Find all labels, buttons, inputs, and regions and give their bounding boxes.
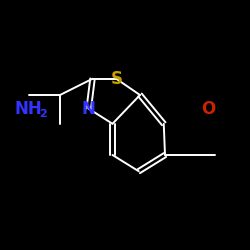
Text: NH: NH: [15, 100, 42, 118]
Text: O: O: [202, 100, 216, 118]
Text: S: S: [110, 70, 122, 88]
Text: 2: 2: [40, 109, 47, 119]
Text: N: N: [82, 100, 96, 118]
